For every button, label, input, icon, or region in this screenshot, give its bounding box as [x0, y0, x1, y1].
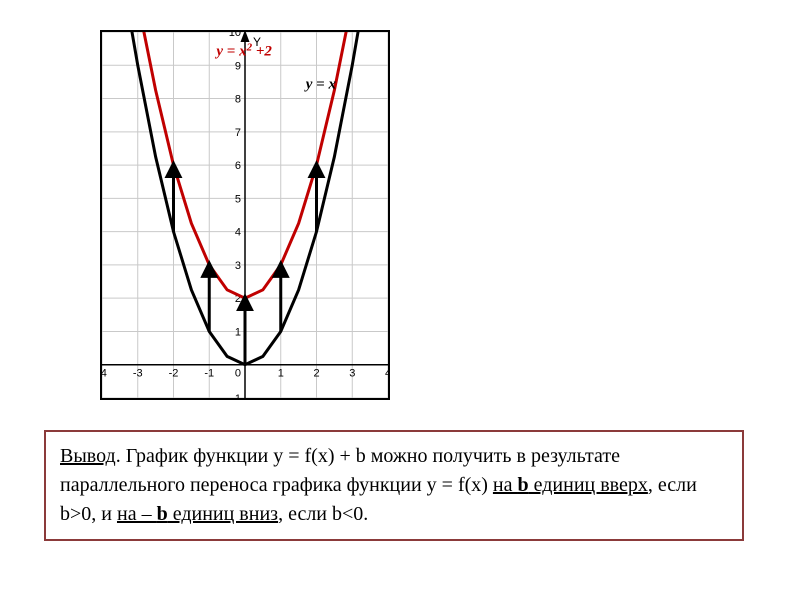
svg-text:10: 10 [229, 32, 241, 39]
chart-svg: -4-3-2-11234-1123456789100Yy = x2 +2y = … [102, 32, 388, 398]
svg-text:3: 3 [349, 368, 355, 380]
page: -4-3-2-11234-1123456789100Yy = x2 +2y = … [0, 0, 800, 600]
bold-b-1: b [518, 474, 529, 496]
svg-text:7: 7 [235, 127, 241, 139]
svg-text:0: 0 [235, 368, 241, 380]
svg-text:-2: -2 [169, 368, 179, 380]
svg-text:4: 4 [235, 227, 241, 239]
parabola-chart: -4-3-2-11234-1123456789100Yy = x2 +2y = … [100, 30, 390, 400]
svg-text:-1: -1 [231, 393, 241, 398]
svg-text:5: 5 [235, 193, 241, 205]
svg-text:-3: -3 [133, 368, 143, 380]
svg-text:1: 1 [235, 326, 241, 338]
svg-text:-1: -1 [204, 368, 214, 380]
conclusion-underline-1: на b единиц вверх [493, 474, 648, 496]
svg-text:y = x: y = x [304, 77, 337, 93]
svg-text:3: 3 [235, 260, 241, 272]
svg-text:1: 1 [278, 368, 284, 380]
svg-text:y = x2 +2: y = x2 +2 [214, 41, 272, 59]
conclusion-box: Вывод. График функции y = f(x) + b можно… [44, 430, 744, 541]
svg-text:4: 4 [385, 368, 388, 380]
svg-text:6: 6 [235, 160, 241, 172]
svg-text:8: 8 [235, 94, 241, 106]
conclusion-lead: Вывод [60, 445, 116, 467]
bold-b-2: b [157, 503, 168, 525]
conclusion-underline-2: на – b единиц вниз [117, 503, 278, 525]
conclusion-text-3: , если b<0. [278, 503, 368, 525]
svg-text:9: 9 [235, 60, 241, 72]
svg-text:2: 2 [313, 368, 319, 380]
svg-text:-4: -4 [102, 368, 107, 380]
